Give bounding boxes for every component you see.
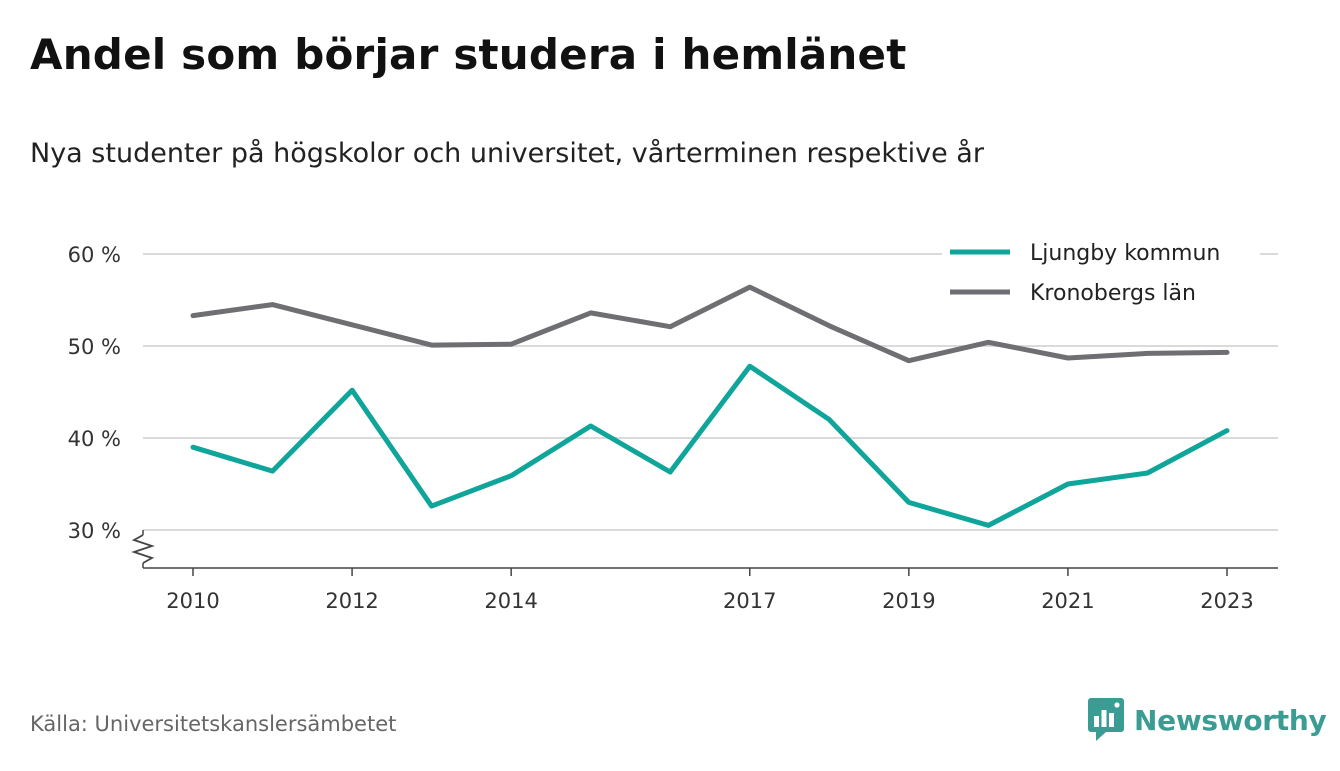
legend-label: Ljungby kommun (1030, 241, 1220, 266)
x-tick-label: 2023 (1200, 589, 1253, 613)
axes: 30 % 40 % 50 % 60 % 2010 2012 2014 2017 2019 2021… (68, 243, 1278, 613)
legend-background (942, 230, 1260, 314)
source-note: Källa: Universitetskanslersämbetet (30, 712, 397, 736)
newsworthy-logo[interactable]: Newsworthy (1088, 698, 1327, 742)
axis-break-icon (131, 534, 155, 564)
x-tick-label: 2017 (723, 589, 776, 613)
y-tick-label: 60 % (68, 243, 121, 267)
series-line-kronobergs-län (190, 284, 1230, 364)
line-chart: 30 % 40 % 50 % 60 % 2010 2012 2014 2017 2019 2021… (67, 230, 1278, 613)
legend-label: Kronobergs län (1030, 281, 1196, 306)
x-tick-label: 2010 (166, 589, 219, 613)
series-line-ljungby-kommun (190, 363, 1230, 528)
y-tick-label: 50 % (68, 335, 121, 359)
y-tick-label: 30 % (68, 519, 121, 543)
chart-title: Andel som börjar studera i hemlänet (30, 30, 907, 79)
bar-chart-speech-bubble-icon (1088, 698, 1124, 741)
logo-text: Newsworthy (1134, 703, 1327, 737)
chart-subtitle: Nya studenter på högskolor och universit… (30, 138, 984, 169)
y-tick-label: 40 % (68, 427, 121, 451)
series-lines (190, 284, 1230, 528)
x-tick-label: 2019 (882, 589, 935, 613)
x-tick-label: 2021 (1041, 589, 1094, 613)
legend: Ljungby kommun Kronobergs län (942, 230, 1260, 314)
x-tick-label: 2012 (325, 589, 378, 613)
x-tick-label: 2014 (484, 589, 537, 613)
